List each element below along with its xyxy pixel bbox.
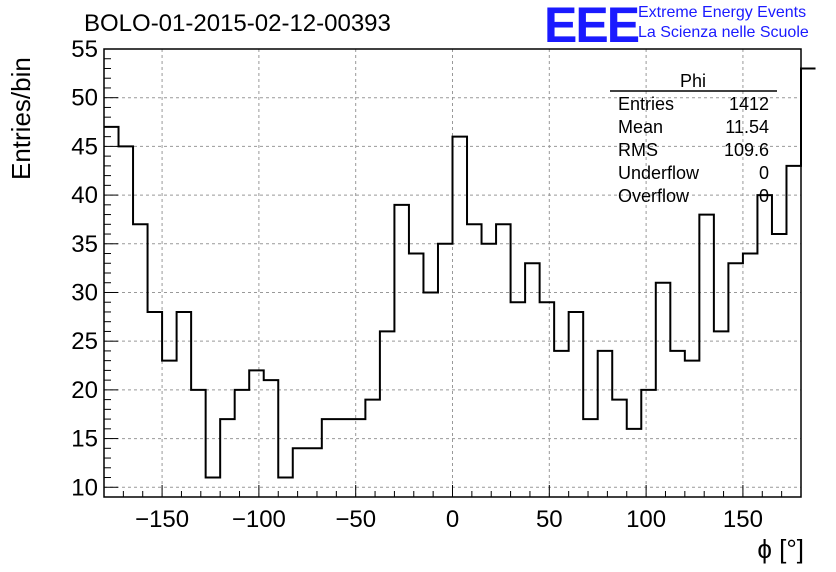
chart-title: BOLO-01-2015-02-12-00393 <box>84 10 391 37</box>
x-tick-label: 0 <box>446 506 459 533</box>
x-tick-label: 150 <box>723 506 763 533</box>
y-tick-label: 25 <box>71 328 98 355</box>
y-tick-label: 40 <box>71 182 98 209</box>
y-tick-label: 50 <box>71 85 98 112</box>
y-tick-label: 15 <box>71 426 98 453</box>
stats-row-value: 1412 <box>729 94 769 114</box>
stats-row-value: 109.6 <box>724 140 769 160</box>
y-tick-label: 45 <box>71 133 98 160</box>
stats-row-label: Entries <box>618 94 674 114</box>
x-tick-label: −150 <box>135 506 189 533</box>
y-tick-label: 55 <box>71 36 98 63</box>
x-tick-label: 100 <box>626 506 666 533</box>
stats-row-label: RMS <box>618 140 658 160</box>
y-tick-label: 30 <box>71 279 98 306</box>
y-tick-label: 10 <box>71 474 98 501</box>
y-tick-label: 35 <box>71 231 98 258</box>
stats-row-value: 0 <box>759 163 769 183</box>
stats-row-value: 0 <box>759 186 769 206</box>
stats-row-value: 11.54 <box>725 117 769 137</box>
x-tick-label: −50 <box>335 506 376 533</box>
logo-line-2: La Scienza nelle Scuole <box>638 24 809 41</box>
logo-line-1: Extreme Energy Events <box>638 4 807 21</box>
stats-row-label: Mean <box>618 117 663 137</box>
stats-row-label: Overflow <box>618 186 690 206</box>
stats-row-label: Underflow <box>618 163 700 183</box>
y-axis-label: Entries/bin <box>6 57 36 180</box>
x-tick-label: 50 <box>536 506 563 533</box>
histogram-series <box>104 67 816 479</box>
x-tick-label: −100 <box>232 506 286 533</box>
eee-logo: EEE <box>544 0 640 53</box>
stats-box-title: Phi <box>680 71 706 91</box>
y-tick-label: 20 <box>71 377 98 404</box>
x-axis-label: ϕ [°] <box>757 534 804 564</box>
